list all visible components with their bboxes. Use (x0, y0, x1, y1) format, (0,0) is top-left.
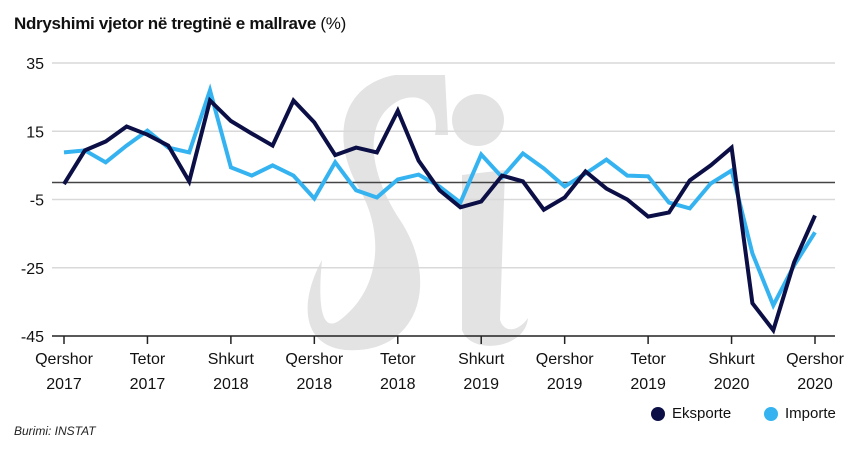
x-tick-year: 2018 (380, 376, 416, 393)
x-tick-year: 2017 (46, 376, 82, 393)
x-tick-month: Tetor (130, 351, 166, 368)
y-tick-label: -5 (30, 193, 44, 210)
x-tick-year: 2019 (547, 376, 583, 393)
x-tick-month: Shkurt (458, 351, 505, 368)
x-tick-month: Qershor (536, 351, 594, 368)
y-tick-label: -45 (21, 329, 44, 346)
chart-title: Ndryshimi vjetor në tregtinë e mallrave … (14, 14, 346, 34)
x-tick-year: 2019 (630, 376, 666, 393)
legend-importe: Importe (764, 405, 836, 422)
x-tick-year: 2017 (130, 376, 166, 393)
x-tick-month: Qershor (786, 351, 844, 368)
watermark-logo (307, 75, 528, 351)
x-tick-month: Qershor (35, 351, 93, 368)
legend-eksporte-label: Eksporte (672, 405, 732, 422)
x-tick-month: Shkurt (708, 351, 755, 368)
y-tick-label: -25 (21, 261, 44, 278)
legend-importe-label: Importe (785, 405, 836, 422)
title-unit: (%) (320, 14, 346, 33)
x-tick-year: 2018 (213, 376, 249, 393)
x-tick-year: 2020 (714, 376, 750, 393)
legend-eksporte-marker (651, 406, 665, 421)
source-note: Burimi: INSTAT (14, 424, 96, 438)
x-tick-month: Tetor (380, 351, 416, 368)
x-tick-year: 2019 (463, 376, 499, 393)
y-tick-label: 15 (26, 124, 44, 141)
legend-importe-marker (764, 406, 778, 421)
x-tick-year: 2018 (297, 376, 333, 393)
title-main: Ndryshimi vjetor në tregtinë e mallrave (14, 14, 316, 33)
x-tick-month: Shkurt (208, 351, 255, 368)
x-tick-month: Tetor (630, 351, 666, 368)
y-tick-label: 35 (26, 56, 44, 73)
x-tick-year: 2020 (797, 376, 833, 393)
series-eksporte (62, 96, 817, 335)
x-tick-month: Qershor (285, 351, 343, 368)
legend-eksporte: Eksporte (651, 405, 731, 422)
